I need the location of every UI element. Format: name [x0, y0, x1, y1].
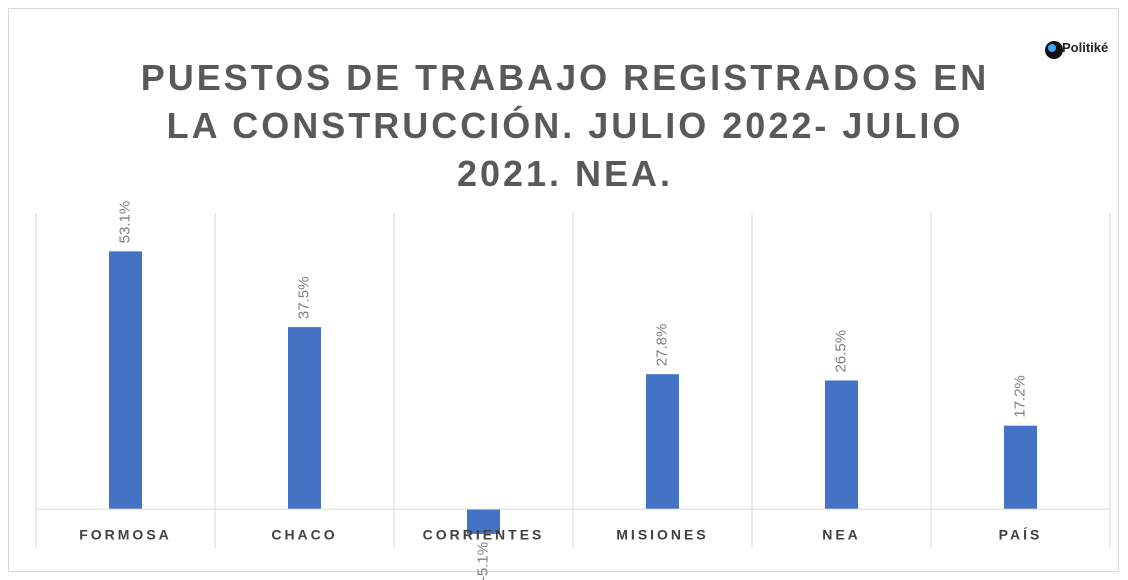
data-label: 26.5%: [832, 330, 849, 373]
bar: [109, 251, 142, 510]
data-label: 17.2%: [1011, 375, 1028, 418]
logo-icon-dot: [1048, 44, 1056, 52]
data-label: -5.1%: [474, 542, 491, 580]
bar: [467, 509, 500, 534]
bar: [825, 380, 858, 510]
bar: [288, 327, 321, 510]
bar: [646, 374, 679, 510]
x-tick-label: FORMOSA: [79, 527, 172, 543]
data-label: 27.8%: [653, 324, 670, 367]
bar: [1004, 425, 1037, 510]
chart-border: [8, 8, 1119, 572]
x-tick-label: CORRIENTES: [423, 527, 545, 543]
logo-text: Politiké: [1062, 40, 1109, 55]
x-tick-label: CHACO: [271, 527, 337, 543]
logo: Politiké: [1040, 40, 1118, 55]
chart-title: PUESTOS DE TRABAJO REGISTRADOS EN LA CON…: [140, 57, 990, 194]
x-tick-label: MISIONES: [616, 527, 708, 543]
data-label: 53.1%: [116, 201, 133, 244]
x-tick-label: NEA: [822, 527, 861, 543]
x-tick-label: PAÍS: [999, 527, 1043, 543]
data-label: 37.5%: [295, 277, 312, 320]
